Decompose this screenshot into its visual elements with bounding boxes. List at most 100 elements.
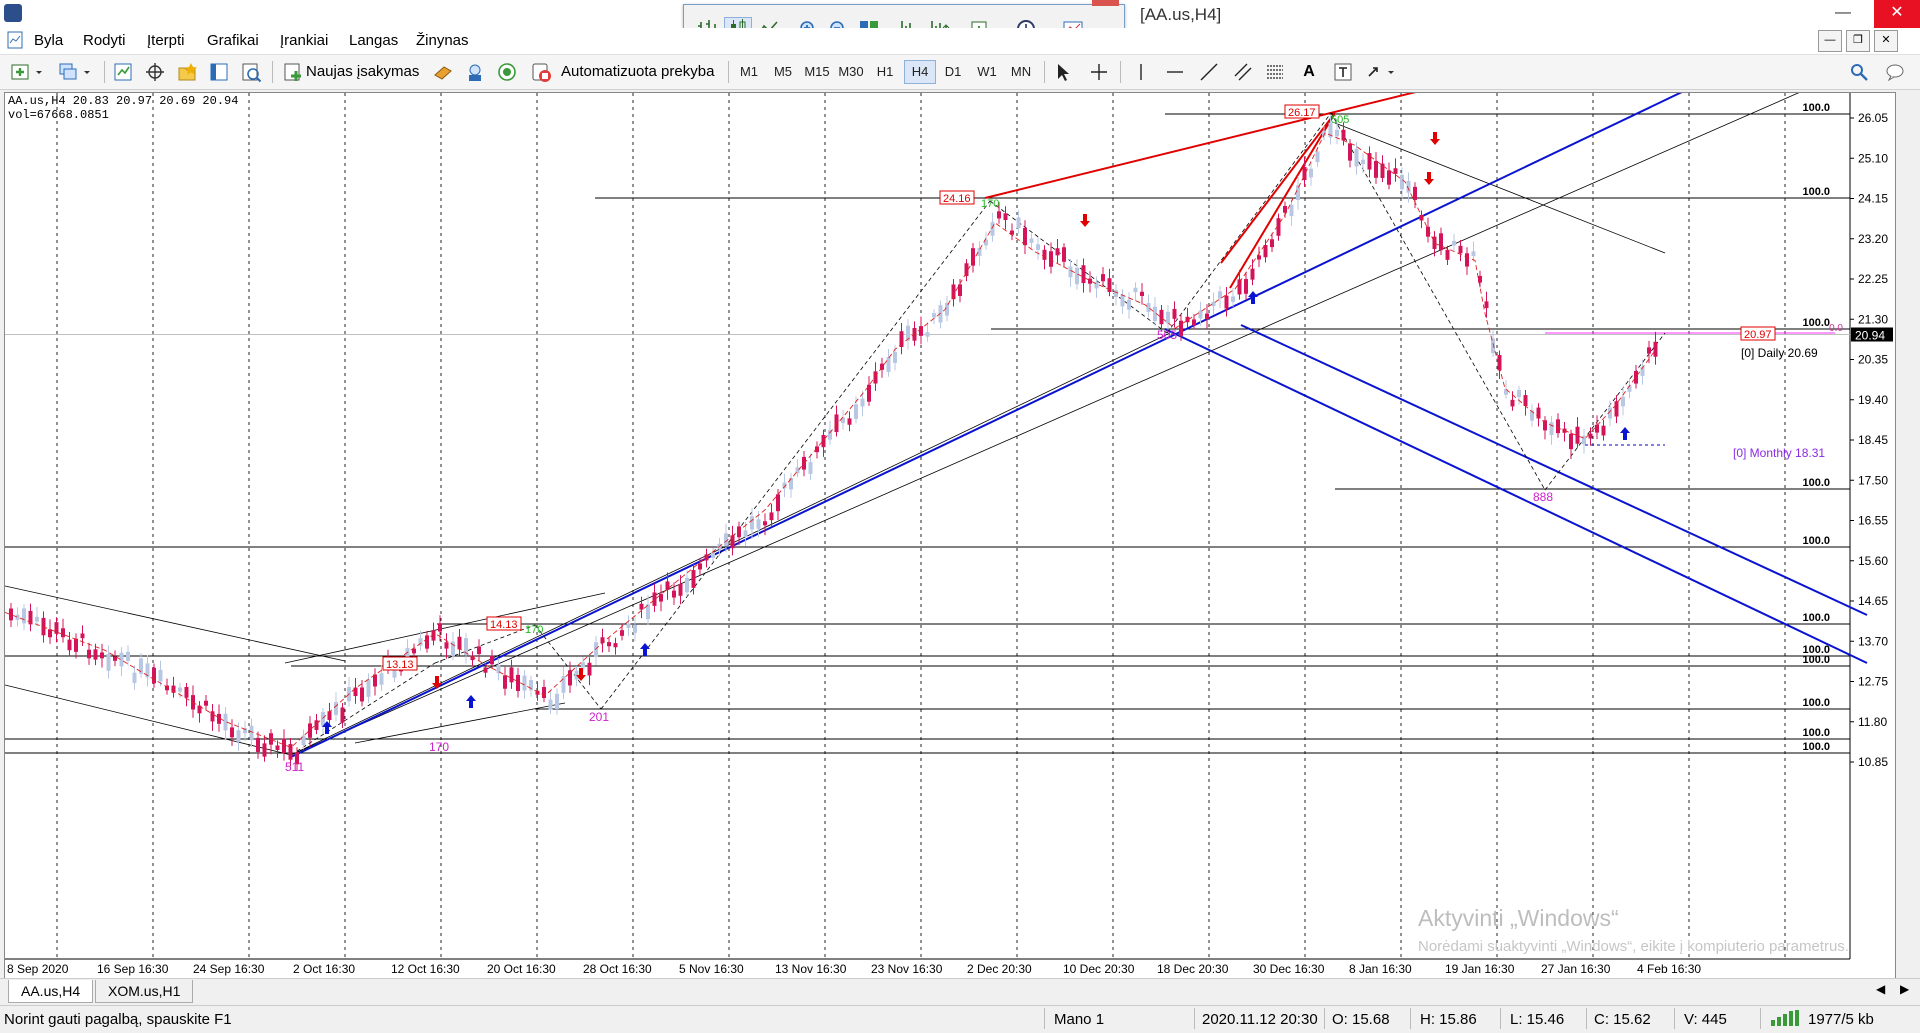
close-icon[interactable]: ✕: [1874, 0, 1920, 28]
strategy-tester-icon[interactable]: [240, 61, 262, 83]
connection-bars-icon[interactable]: [1770, 1010, 1802, 1026]
menu-langas[interactable]: Langas: [349, 32, 399, 49]
candle-body: [899, 331, 904, 348]
candle-body: [1426, 226, 1430, 237]
candle-body: [444, 642, 449, 649]
menu-irankiai[interactable]: Įrankiai: [280, 32, 329, 49]
timeframe-m30[interactable]: M30: [838, 64, 864, 79]
navigator-icon[interactable]: [176, 61, 198, 83]
metaeditor-icon[interactable]: [432, 61, 454, 83]
candle-body: [587, 662, 592, 676]
candle-body: [496, 664, 501, 674]
chart-volume-line: vol=67668.0851: [8, 108, 109, 122]
status-profile: Mano 1: [1054, 1011, 1105, 1028]
time-axis-label: 2 Oct 16:30: [293, 962, 355, 976]
candle-body: [1387, 170, 1391, 185]
new-chart-icon[interactable]: [10, 61, 46, 83]
text-tool-icon[interactable]: A: [1303, 63, 1315, 80]
cursor-icon[interactable]: [1052, 61, 1074, 83]
candle-body: [1608, 407, 1612, 419]
candle-body: [1400, 174, 1404, 190]
floating-toolbar-close-button[interactable]: [1092, 0, 1119, 6]
menu-zinynas[interactable]: Žinynas: [416, 32, 469, 49]
timeframe-w1[interactable]: W1: [977, 64, 997, 79]
candle-body: [1003, 213, 1008, 221]
menu-grafikai[interactable]: Grafikai: [207, 32, 259, 49]
tab-scroll-right-icon[interactable]: ▶: [1900, 982, 1910, 996]
timeframe-m5[interactable]: M5: [773, 64, 793, 79]
timeframe-m15[interactable]: M15: [804, 64, 830, 79]
search-icon[interactable]: [1848, 61, 1870, 83]
text-label-icon[interactable]: [1332, 61, 1354, 83]
minimize-icon[interactable]: —: [1835, 4, 1851, 21]
horizontal-line-icon[interactable]: [1164, 61, 1186, 83]
price-axis-label: 13.70: [1858, 634, 1888, 648]
menu-rodyti[interactable]: Rodyti: [83, 32, 126, 49]
time-axis-label: 20 Oct 16:30: [487, 962, 556, 976]
candle-body: [1653, 341, 1658, 357]
timeframe-h1[interactable]: H1: [876, 64, 894, 79]
vertical-line-icon[interactable]: [1130, 61, 1152, 83]
menu-byla[interactable]: Byla: [34, 32, 64, 49]
candle-body: [1075, 267, 1079, 285]
timeframe-h4[interactable]: H4: [904, 60, 936, 84]
candle-body: [373, 674, 377, 687]
candle-body: [184, 686, 189, 698]
new-order-icon[interactable]: [282, 61, 304, 83]
chart-canvas[interactable]: 8 Sep 2020 16 Sep 16:30 24 Sep 16:30 2 Oct …: [5, 93, 1895, 978]
candle-body: [1569, 433, 1573, 450]
timeframe-m1[interactable]: M1: [739, 64, 759, 79]
timeframe-d1[interactable]: D1: [944, 64, 962, 79]
candle-body: [529, 680, 533, 691]
new-order-label[interactable]: Naujas įsakymas: [306, 63, 420, 80]
menu-bar: [0, 28, 1920, 55]
blue-trendline: [1240, 324, 1868, 616]
candle-body: [217, 713, 221, 724]
market-watch-icon[interactable]: [112, 61, 134, 83]
price-chart[interactable]: 8 Sep 2020 16 Sep 16:30 24 Sep 16:30 2 Oct …: [4, 92, 1896, 979]
crosshair-icon[interactable]: [1088, 61, 1110, 83]
terminal-icon[interactable]: [208, 61, 230, 83]
tab-xom-us-h1[interactable]: XOM.us,H1: [95, 980, 194, 1003]
app-logo-icon[interactable]: [4, 4, 22, 22]
menu-iterpti[interactable]: Įterpti: [147, 32, 185, 49]
mdi-close-icon[interactable]: ✕: [1874, 30, 1898, 52]
candle-body: [932, 313, 936, 318]
tab-scroll-left-icon[interactable]: ◀: [1876, 982, 1886, 996]
document-icon[interactable]: [6, 31, 24, 49]
channel-line: [5, 585, 346, 662]
time-axis-label: 24 Sep 16:30: [193, 962, 265, 976]
candle-body: [314, 720, 319, 730]
auto-trading-label[interactable]: Automatizuota prekyba: [561, 63, 715, 80]
candle-body: [964, 263, 969, 276]
tab-aa-us-h4[interactable]: AA.us,H4: [8, 980, 94, 1003]
timeframe-mn[interactable]: MN: [1010, 64, 1032, 79]
profiles-icon[interactable]: [58, 61, 94, 83]
mdi-restore-icon[interactable]: ❐: [1846, 30, 1870, 52]
trendline-icon[interactable]: [1198, 61, 1220, 83]
price-box-label: 20.97: [1744, 329, 1772, 341]
candle-body: [977, 248, 982, 256]
data-window-icon[interactable]: [144, 61, 166, 83]
auto-trading-icon[interactable]: [530, 61, 552, 83]
fib-level-label: 100.0: [1802, 697, 1830, 709]
market-icon[interactable]: [496, 61, 518, 83]
mdi-minimize-icon[interactable]: —: [1818, 30, 1842, 52]
candle-body: [1575, 426, 1580, 444]
candle-body: [685, 577, 689, 593]
candle-body: [1276, 218, 1281, 236]
candle-body: [542, 687, 546, 698]
candle-body: [1094, 281, 1099, 289]
arrows-icon[interactable]: [1366, 61, 1400, 83]
equidistant-channel-icon[interactable]: [1232, 61, 1254, 83]
candle-body: [1439, 233, 1443, 251]
candle-body: [1218, 291, 1222, 299]
red-trendline: [1220, 112, 1336, 264]
fibonacci-icon[interactable]: [1264, 61, 1286, 83]
candle-body: [711, 552, 715, 558]
price-axis-label: 26.05: [1858, 111, 1888, 125]
candle-body: [600, 637, 605, 644]
zigzag-line: [600, 200, 991, 710]
chat-icon[interactable]: [1884, 61, 1906, 83]
signals-icon[interactable]: [464, 61, 486, 83]
